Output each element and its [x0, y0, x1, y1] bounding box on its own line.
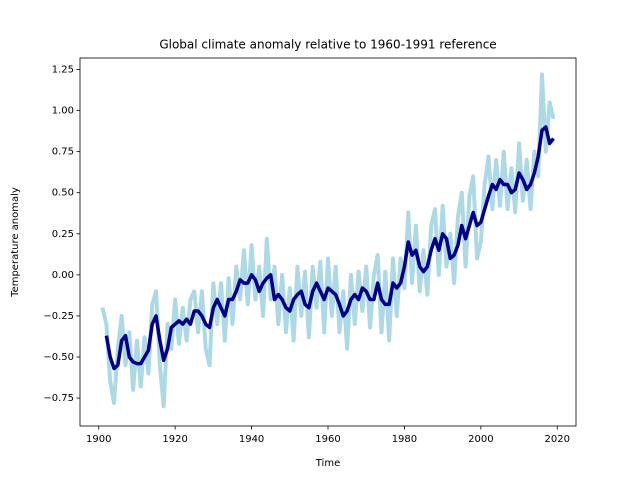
x-tick-label: 1940 [239, 434, 264, 445]
data-line [100, 72, 556, 409]
y-tick-label: 1.00 [52, 106, 74, 117]
chart-title: Global climate anomaly relative to 1960-… [159, 38, 496, 52]
y-tick-label: 0.00 [52, 270, 74, 281]
x-axis-label: Time [315, 458, 340, 469]
y-tick-label: 0.50 [52, 188, 74, 199]
y-tick-label: 1.25 [52, 65, 74, 76]
x-tick-label: 1900 [86, 434, 111, 445]
y-tick-label: −0.75 [43, 393, 74, 404]
y-axis-label: Temperature anomaly [10, 187, 21, 298]
y-tick-label: 0.75 [52, 147, 74, 158]
x-tick-label: 1960 [315, 434, 340, 445]
data-line [104, 125, 555, 371]
x-tick-label: 2000 [468, 434, 493, 445]
x-tick-label: 2020 [545, 434, 570, 445]
y-tick-label: −0.25 [43, 311, 74, 322]
x-tick-label: 1980 [392, 434, 417, 445]
y-tick-label: −0.50 [43, 352, 74, 363]
y-tick-label: 0.25 [52, 229, 74, 240]
x-tick-label: 1920 [162, 434, 187, 445]
